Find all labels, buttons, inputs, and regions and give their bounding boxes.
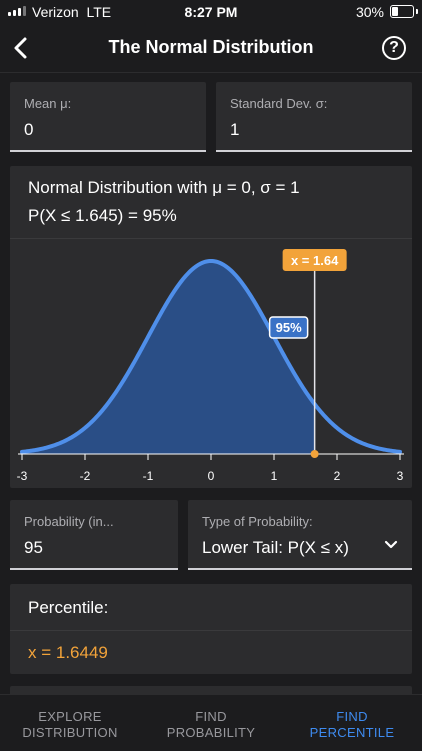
percentile-marker-dot: [310, 450, 319, 458]
probability-label: Probability (in...: [24, 514, 114, 529]
clock: 8:27 PM: [184, 4, 238, 20]
probability-type-value[interactable]: Lower Tail: P(X ≤ x): [202, 538, 349, 557]
percentile-result: x = 1.6449: [28, 643, 108, 662]
x-tick-label: -2: [80, 469, 91, 483]
normal-distribution-chart: -3 -2 -1 0 1 2 3 x = 1.64 95%: [17, 249, 404, 483]
mean-label: Mean μ:: [24, 96, 72, 111]
battery-percent: 30%: [355, 4, 384, 20]
probability-field[interactable]: Probability (in... 95: [10, 500, 178, 570]
x-tick-label: -1: [143, 469, 154, 483]
chevron-down-icon[interactable]: [384, 540, 398, 550]
marker-label: x = 1.64: [291, 253, 339, 268]
chart-caption: Normal Distribution with μ = 0, σ = 1: [28, 178, 300, 197]
x-tick-label: 3: [397, 469, 404, 483]
marker-label-bg: [282, 249, 347, 271]
probability-type-label: Type of Probability:: [202, 514, 313, 529]
shaded-area: [22, 261, 315, 454]
percentile-result-card: Percentile: x = 1.6449: [10, 584, 412, 674]
std-dev-label: Standard Dev. σ:: [230, 96, 328, 111]
back-chevron-icon[interactable]: [8, 34, 36, 62]
distribution-chart-card: Normal Distribution with μ = 0, σ = 1 P(…: [10, 166, 412, 488]
page-title: The Normal Distribution: [108, 37, 314, 57]
percentile-label: Percentile:: [28, 598, 109, 617]
x-tick-label: 2: [334, 469, 341, 483]
battery-icon: [390, 5, 418, 18]
tab-find-percentile[interactable]: FIND PERCENTILE: [309, 709, 395, 740]
mean-field[interactable]: Mean μ: 0: [10, 82, 206, 152]
std-dev-field[interactable]: Standard Dev. σ: 1: [216, 82, 412, 152]
area-probability-label: 95%: [276, 320, 302, 335]
tab-find-probability[interactable]: FIND PROBABILITY: [166, 709, 256, 740]
std-dev-input[interactable]: 1: [230, 120, 240, 139]
status-bar: Verizon LTE 8:27 PM 30%: [0, 0, 422, 24]
mean-input[interactable]: 0: [24, 120, 34, 139]
probability-type-select[interactable]: Type of Probability: Lower Tail: P(X ≤ x…: [188, 500, 412, 570]
x-tick-label: 1: [271, 469, 278, 483]
area-label-bg: [268, 316, 309, 339]
tab-explore-distribution[interactable]: EXPLORE DISTRIBUTION: [22, 709, 118, 740]
x-tick-label: -3: [17, 469, 28, 483]
tab-bar: EXPLORE DISTRIBUTION FIND PROBABILITY FIND…: [0, 694, 422, 751]
chart-probability-caption: P(X ≤ 1.645) = 95%: [28, 206, 177, 225]
probability-input[interactable]: 95: [24, 538, 43, 557]
x-tick-label: 0: [208, 469, 215, 483]
distribution-curve: [20, 258, 402, 454]
navigation-bar: The Normal Distribution ?: [0, 24, 422, 73]
signal-strength-icon: [8, 6, 26, 16]
carrier-label: Verizon LTE: [32, 4, 112, 20]
help-icon[interactable]: ?: [382, 36, 406, 60]
